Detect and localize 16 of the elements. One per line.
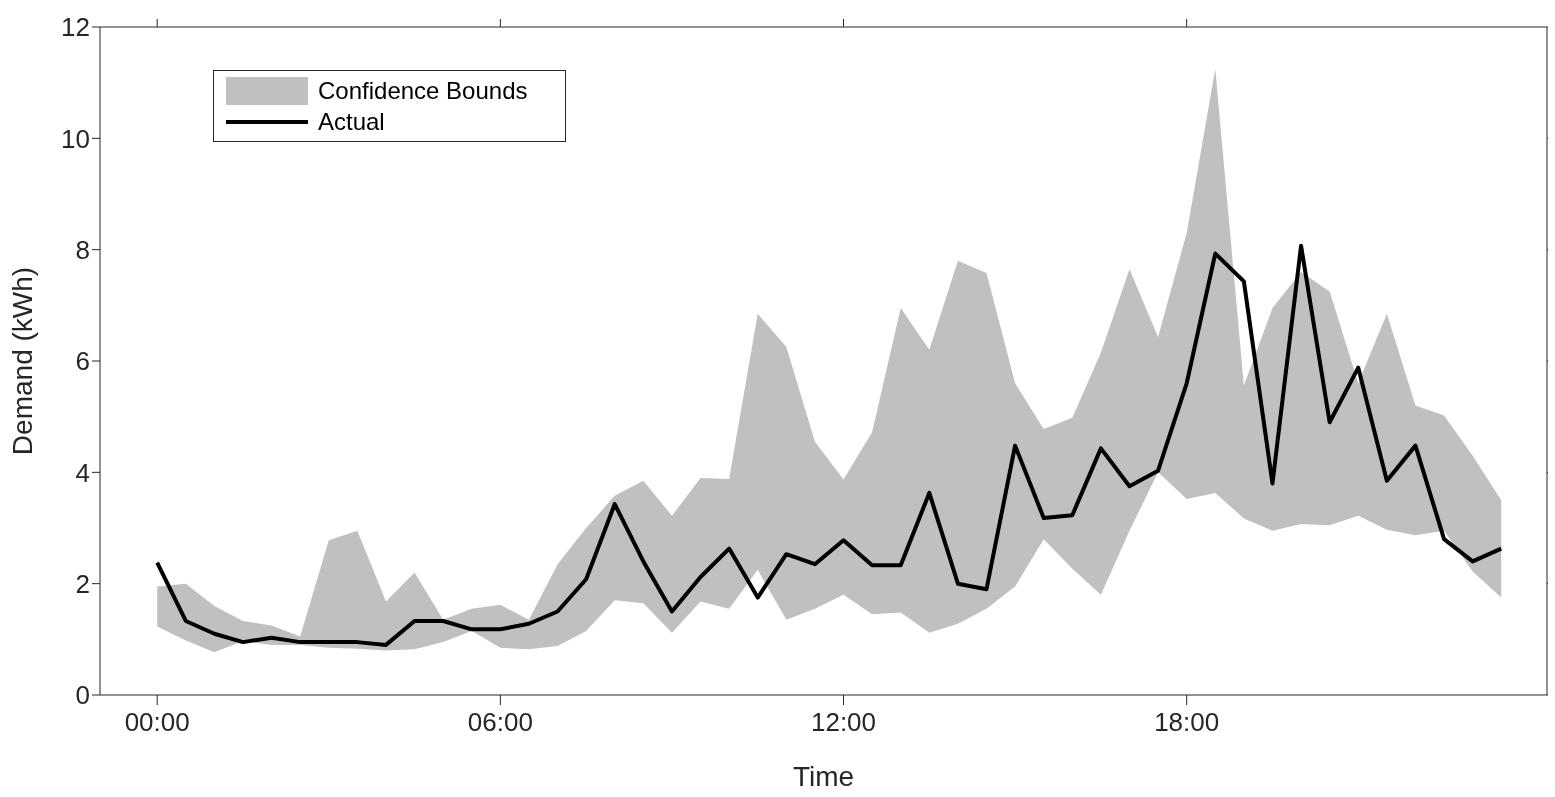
legend-label: Actual xyxy=(318,107,385,136)
line-series xyxy=(155,243,1504,647)
x-axis-title: Time xyxy=(792,761,855,792)
y-tick-label: 0 xyxy=(75,680,90,711)
y-tick-label: 10 xyxy=(61,123,90,154)
legend-label: Confidence Bounds xyxy=(318,76,528,105)
y-tick-label: 4 xyxy=(75,457,90,488)
y-tick-label: 12 xyxy=(61,12,90,43)
y-tick-label: 8 xyxy=(75,234,90,265)
y-axis-title: Demand (kWh) xyxy=(6,266,38,456)
x-tick-label: 06:00 xyxy=(467,707,533,738)
x-tick-label: 00:00 xyxy=(124,707,190,738)
x-tick-label: 18:00 xyxy=(1154,707,1220,738)
y-tick-label: 2 xyxy=(75,568,90,599)
x-tick-label: 12:00 xyxy=(810,707,877,738)
y-tick-label: 6 xyxy=(75,346,90,377)
